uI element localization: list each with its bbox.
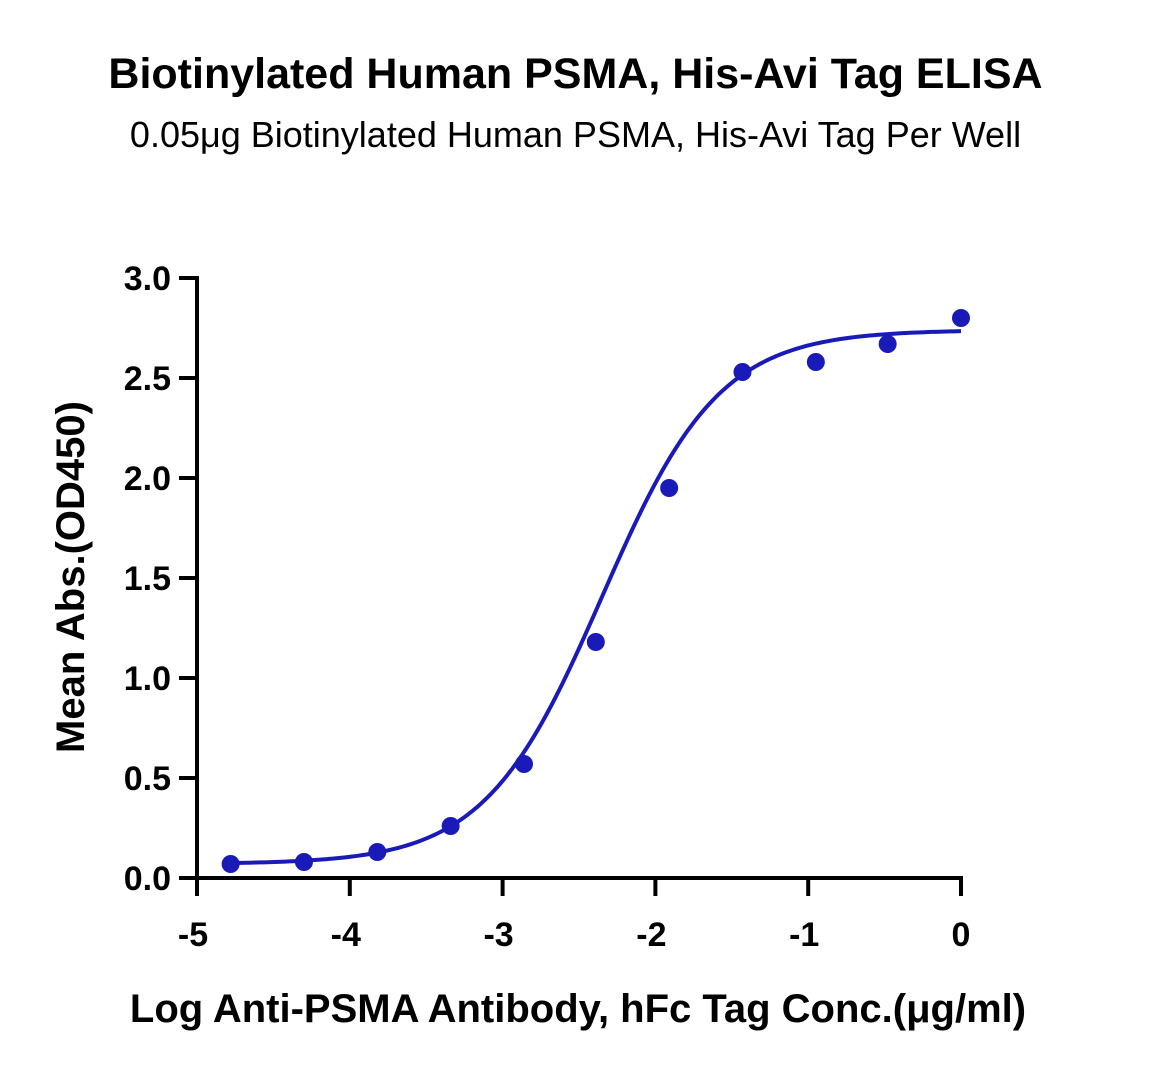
x-tick-label: -3 xyxy=(483,916,513,954)
chart-title: Biotinylated Human PSMA, His-Avi Tag ELI… xyxy=(108,50,1043,98)
x-tick-label: -2 xyxy=(636,916,666,954)
data-point xyxy=(294,853,313,871)
chart-subtitle: 0.05μg Biotinylated Human PSMA, His-Avi … xyxy=(129,114,1022,155)
data-points-layer xyxy=(221,309,970,873)
y-tick-label: 1.5 xyxy=(124,560,171,598)
data-point xyxy=(952,309,970,327)
y-tick-label: 0.0 xyxy=(124,860,171,898)
data-point xyxy=(586,633,605,651)
y-tick-label: 3.0 xyxy=(124,260,171,298)
x-tick-label: 0 xyxy=(952,916,971,954)
data-point xyxy=(878,335,897,353)
data-point xyxy=(660,479,679,497)
fit-curve-line xyxy=(230,329,962,866)
fit-curve-layer xyxy=(230,329,962,866)
data-point xyxy=(221,855,240,873)
data-point xyxy=(806,353,825,371)
data-point xyxy=(441,817,460,835)
data-point xyxy=(514,755,533,773)
y-tick-label: 2.0 xyxy=(124,460,171,498)
x-tick-label: -4 xyxy=(331,916,361,954)
data-point xyxy=(733,363,752,381)
axes: 0.0 0.5 1.0 1.5 2.0 2.5 3.0 -5 -4 -3 -2 -1 0 xyxy=(124,260,971,954)
x-tick-label: -5 xyxy=(178,916,208,954)
data-point xyxy=(368,843,387,861)
y-tick-label: 1.0 xyxy=(124,660,171,698)
y-tick-label: 0.5 xyxy=(124,760,171,798)
y-axis-title: Mean Abs.(OD450) xyxy=(49,401,93,753)
x-tick-label: -1 xyxy=(789,916,819,954)
y-tick-label: 2.5 xyxy=(124,360,171,398)
x-axis-title: Log Anti-PSMA Antibody, hFc Tag Conc.(μg… xyxy=(130,987,1026,1031)
